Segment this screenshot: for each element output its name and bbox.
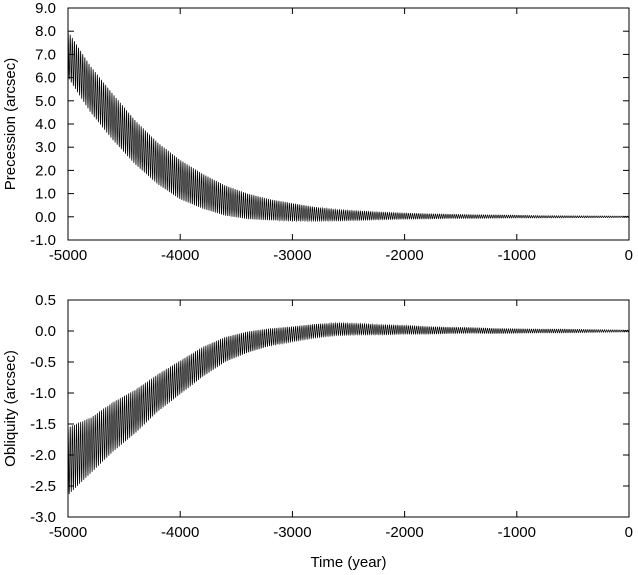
y-tick-label: -1.5 <box>30 416 56 433</box>
y-tick-label: 7.0 <box>35 46 56 63</box>
y-axis-title: Precession (arcsec) <box>2 58 19 191</box>
y-tick-label: 5.0 <box>35 93 56 110</box>
y-tick-label: 0.5 <box>35 292 56 309</box>
x-tick-label: 0 <box>625 247 633 264</box>
plot-frame <box>67 299 630 518</box>
x-axis-title: Time (year) <box>310 554 386 571</box>
y-tick-label: 0.0 <box>35 209 56 226</box>
x-tick-label: -3000 <box>273 247 311 264</box>
x-tick-label: -1000 <box>498 247 536 264</box>
x-tick-label: -5000 <box>49 247 87 264</box>
y-tick-label: -0.5 <box>30 354 56 371</box>
y-tick-label: -1.0 <box>30 232 56 249</box>
y-tick-label: 9.0 <box>35 0 56 17</box>
x-tick-label: -1000 <box>498 524 536 541</box>
x-tick-label: 0 <box>625 524 633 541</box>
y-tick-label: -1.0 <box>30 385 56 402</box>
y-tick-label: 3.0 <box>35 139 56 156</box>
plot-frame <box>67 7 630 241</box>
y-axis-title: Obliquity (arcsec) <box>2 350 19 467</box>
y-tick-label: 4.0 <box>35 116 56 133</box>
series-line <box>67 321 630 495</box>
x-tick-label: -3000 <box>273 524 311 541</box>
x-tick-label: -2000 <box>385 524 423 541</box>
series-line <box>67 31 630 223</box>
y-tick-label: 2.0 <box>35 162 56 179</box>
y-tick-label: -2.0 <box>30 447 56 464</box>
y-tick-label: 1.0 <box>35 186 56 203</box>
y-tick-label: -2.5 <box>30 478 56 495</box>
precession-panel: -5000 -4000 -3000 -2000 -1000 0 -1.0 0.0 1.0 2.0 3… <box>2 0 633 264</box>
y-tick-label: 6.0 <box>35 70 56 87</box>
x-tick-label: -4000 <box>161 247 199 264</box>
y-tick-label: 0.0 <box>35 323 56 340</box>
x-tick-label: -2000 <box>385 247 423 264</box>
y-tick-label: -3.0 <box>30 509 56 526</box>
obliquity-panel: -5000 -4000 -3000 -2000 -1000 0 -3.0 -2.5 -2.0 -1… <box>2 292 633 571</box>
y-tick-label: 8.0 <box>35 23 56 40</box>
x-tick-label: -5000 <box>49 524 87 541</box>
x-tick-label: -4000 <box>161 524 199 541</box>
